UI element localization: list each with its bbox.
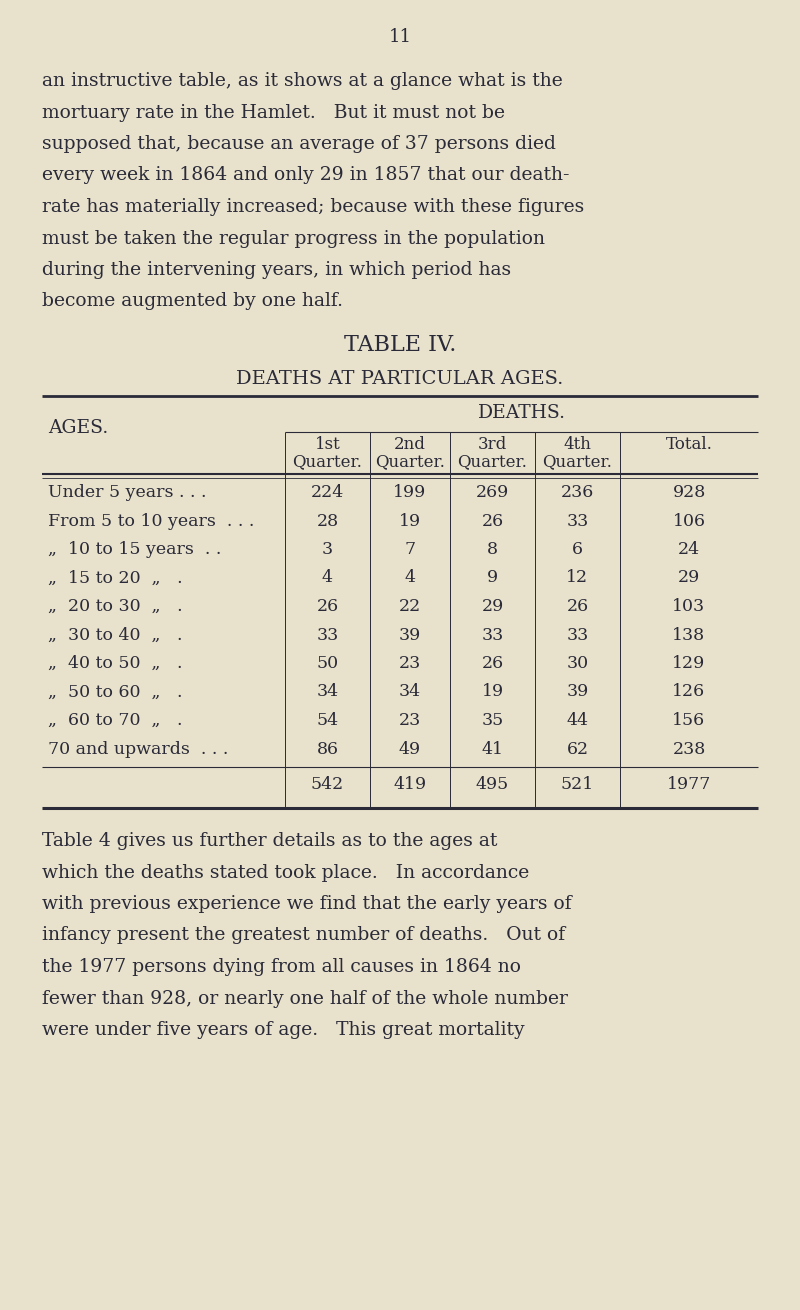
Text: TABLE IV.: TABLE IV. bbox=[344, 334, 456, 356]
Text: 34: 34 bbox=[317, 684, 338, 701]
Text: „  10 to 15 years  . .: „ 10 to 15 years . . bbox=[48, 541, 222, 558]
Text: 33: 33 bbox=[316, 626, 338, 643]
Text: 34: 34 bbox=[399, 684, 421, 701]
Text: DEATHS AT PARTICULAR AGES.: DEATHS AT PARTICULAR AGES. bbox=[236, 369, 564, 388]
Text: 224: 224 bbox=[311, 483, 344, 500]
Text: infancy present the greatest number of deaths.   Out of: infancy present the greatest number of d… bbox=[42, 926, 565, 945]
Text: 86: 86 bbox=[317, 740, 338, 757]
Text: 54: 54 bbox=[317, 713, 338, 728]
Text: become augmented by one half.: become augmented by one half. bbox=[42, 292, 343, 310]
Text: 138: 138 bbox=[673, 626, 706, 643]
Text: 199: 199 bbox=[394, 483, 426, 500]
Text: 22: 22 bbox=[399, 597, 421, 614]
Text: 23: 23 bbox=[399, 713, 421, 728]
Text: fewer than 928, or nearly one half of the whole number: fewer than 928, or nearly one half of th… bbox=[42, 989, 568, 1007]
Text: Under 5 years . . .: Under 5 years . . . bbox=[48, 483, 206, 500]
Text: „  20 to 30  „   .: „ 20 to 30 „ . bbox=[48, 597, 182, 614]
Text: Quarter.: Quarter. bbox=[293, 453, 362, 470]
Text: 12: 12 bbox=[566, 570, 589, 587]
Text: „  30 to 40  „   .: „ 30 to 40 „ . bbox=[48, 626, 182, 643]
Text: 24: 24 bbox=[678, 541, 700, 558]
Text: 50: 50 bbox=[317, 655, 338, 672]
Text: „  50 to 60  „   .: „ 50 to 60 „ . bbox=[48, 684, 182, 701]
Text: 521: 521 bbox=[561, 776, 594, 793]
Text: 26: 26 bbox=[482, 512, 503, 529]
Text: 30: 30 bbox=[566, 655, 589, 672]
Text: 9: 9 bbox=[487, 570, 498, 587]
Text: 103: 103 bbox=[673, 597, 706, 614]
Text: 33: 33 bbox=[566, 512, 589, 529]
Text: 3rd: 3rd bbox=[478, 436, 507, 453]
Text: 2nd: 2nd bbox=[394, 436, 426, 453]
Text: 1977: 1977 bbox=[667, 776, 711, 793]
Text: 44: 44 bbox=[566, 713, 589, 728]
Text: during the intervening years, in which period has: during the intervening years, in which p… bbox=[42, 261, 511, 279]
Text: 19: 19 bbox=[399, 512, 421, 529]
Text: every week in 1864 and only 29 in 1857 that our death-: every week in 1864 and only 29 in 1857 t… bbox=[42, 166, 570, 185]
Text: Quarter.: Quarter. bbox=[458, 453, 527, 470]
Text: 39: 39 bbox=[399, 626, 421, 643]
Text: Quarter.: Quarter. bbox=[542, 453, 613, 470]
Text: 35: 35 bbox=[482, 713, 504, 728]
Text: with previous experience we find that the early years of: with previous experience we find that th… bbox=[42, 895, 572, 913]
Text: DEATHS.: DEATHS. bbox=[478, 403, 566, 422]
Text: 26: 26 bbox=[482, 655, 503, 672]
Text: 928: 928 bbox=[672, 483, 706, 500]
Text: 4: 4 bbox=[405, 570, 415, 587]
Text: 6: 6 bbox=[572, 541, 583, 558]
Text: „  60 to 70  „   .: „ 60 to 70 „ . bbox=[48, 713, 182, 728]
Text: 106: 106 bbox=[673, 512, 706, 529]
Text: 70 and upwards  . . .: 70 and upwards . . . bbox=[48, 740, 228, 757]
Text: 26: 26 bbox=[317, 597, 338, 614]
Text: 62: 62 bbox=[566, 740, 589, 757]
Text: 4th: 4th bbox=[563, 436, 591, 453]
Text: 11: 11 bbox=[389, 28, 411, 46]
Text: 156: 156 bbox=[673, 713, 706, 728]
Text: 419: 419 bbox=[394, 776, 426, 793]
Text: 238: 238 bbox=[672, 740, 706, 757]
Text: were under five years of age.   This great mortality: were under five years of age. This great… bbox=[42, 1020, 525, 1039]
Text: 29: 29 bbox=[678, 570, 700, 587]
Text: 129: 129 bbox=[672, 655, 706, 672]
Text: 236: 236 bbox=[561, 483, 594, 500]
Text: which the deaths stated took place.   In accordance: which the deaths stated took place. In a… bbox=[42, 863, 530, 882]
Text: 4: 4 bbox=[322, 570, 333, 587]
Text: 8: 8 bbox=[487, 541, 498, 558]
Text: rate has materially increased; because with these figures: rate has materially increased; because w… bbox=[42, 198, 584, 216]
Text: an instructive table, as it shows at a glance what is the: an instructive table, as it shows at a g… bbox=[42, 72, 562, 90]
Text: the 1977 persons dying from all causes in 1864 no: the 1977 persons dying from all causes i… bbox=[42, 958, 521, 976]
Text: 33: 33 bbox=[566, 626, 589, 643]
Text: 19: 19 bbox=[482, 684, 503, 701]
Text: 26: 26 bbox=[566, 597, 589, 614]
Text: Total.: Total. bbox=[666, 436, 713, 453]
Text: 49: 49 bbox=[399, 740, 421, 757]
Text: 39: 39 bbox=[566, 684, 589, 701]
Text: From 5 to 10 years  . . .: From 5 to 10 years . . . bbox=[48, 512, 254, 529]
Text: 269: 269 bbox=[476, 483, 509, 500]
Text: Quarter.: Quarter. bbox=[375, 453, 445, 470]
Text: 3: 3 bbox=[322, 541, 333, 558]
Text: Table 4 gives us further details as to the ages at: Table 4 gives us further details as to t… bbox=[42, 832, 498, 850]
Text: „  40 to 50  „   .: „ 40 to 50 „ . bbox=[48, 655, 182, 672]
Text: mortuary rate in the Hamlet.   But it must not be: mortuary rate in the Hamlet. But it must… bbox=[42, 103, 505, 122]
Text: 542: 542 bbox=[311, 776, 344, 793]
Text: 7: 7 bbox=[405, 541, 415, 558]
Text: must be taken the regular progress in the population: must be taken the regular progress in th… bbox=[42, 229, 545, 248]
Text: 126: 126 bbox=[673, 684, 706, 701]
Text: 23: 23 bbox=[399, 655, 421, 672]
Text: 1st: 1st bbox=[314, 436, 340, 453]
Text: 495: 495 bbox=[476, 776, 509, 793]
Text: supposed that, because an average of 37 persons died: supposed that, because an average of 37 … bbox=[42, 135, 556, 153]
Text: 41: 41 bbox=[482, 740, 503, 757]
Text: 29: 29 bbox=[482, 597, 504, 614]
Text: 33: 33 bbox=[482, 626, 504, 643]
Text: „  15 to 20  „   .: „ 15 to 20 „ . bbox=[48, 570, 182, 587]
Text: AGES.: AGES. bbox=[48, 419, 108, 438]
Text: 28: 28 bbox=[317, 512, 338, 529]
